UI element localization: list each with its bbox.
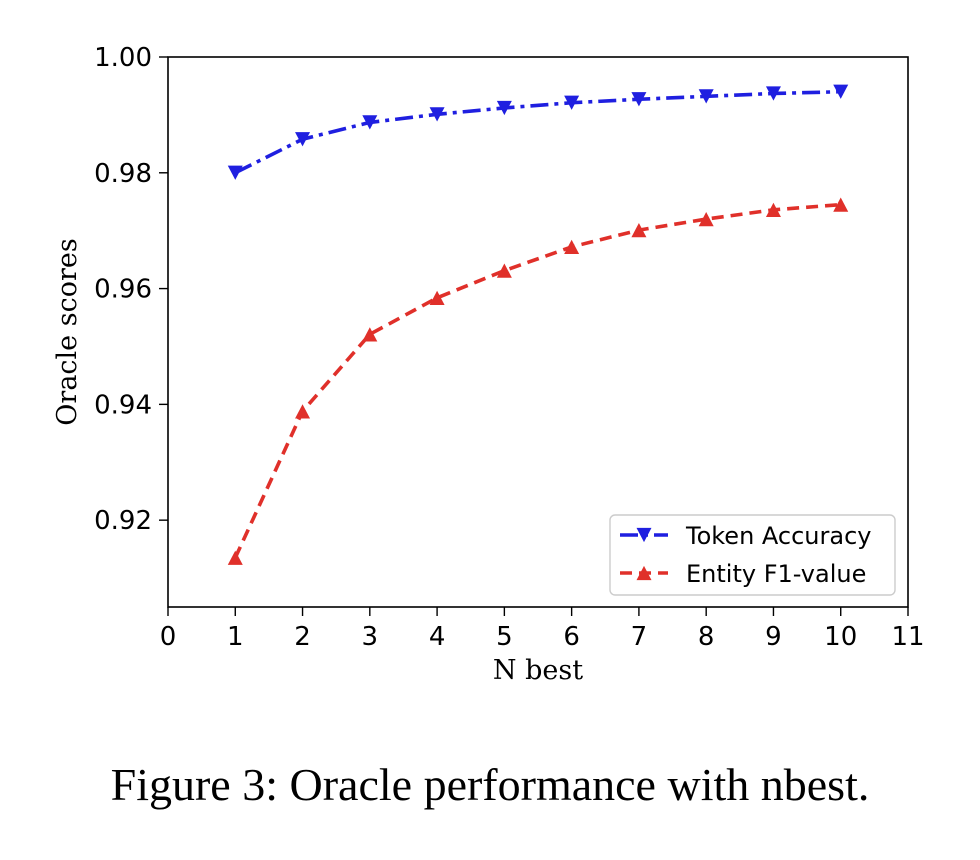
y-tick-label: 0.94: [94, 390, 152, 420]
y-axis: 0.92 0.94 0.96 0.98 1.00: [94, 43, 168, 536]
x-tick-label: 4: [429, 622, 446, 652]
x-tick-label: 1: [227, 622, 244, 652]
legend-label: Entity F1-value: [686, 560, 866, 588]
data-point: [429, 290, 445, 305]
data-point: [429, 107, 445, 122]
series-token-accuracy: [227, 84, 849, 180]
y-tick-label: 1.00: [94, 43, 152, 73]
y-tick-label: 0.92: [94, 506, 152, 536]
data-point: [362, 115, 378, 130]
data-point: [833, 84, 849, 99]
series-line: [234, 89, 841, 175]
legend-box: [609, 514, 896, 596]
series-line: [233, 202, 841, 559]
y-tick-label: 0.98: [94, 159, 152, 189]
data-point: [698, 211, 714, 227]
data-point: [564, 95, 580, 110]
data-point: [295, 132, 311, 147]
data-point: [631, 222, 647, 238]
x-tick-label: 3: [362, 622, 379, 652]
legend-marker: [636, 565, 652, 581]
figure-caption: Figure 3: Oracle performance with nbest.: [110, 759, 870, 810]
data-point: [227, 550, 243, 565]
data-point: [698, 89, 714, 104]
x-tick-label: 9: [765, 622, 782, 652]
data-point: [295, 404, 311, 419]
axes: 0 1 2 3 4 5 6 7 8 9 10 11 0.92 0.94 0.96 0.98 1.00 N best…: [52, 43, 925, 686]
data-point: [227, 165, 243, 180]
data-point: [765, 86, 781, 101]
x-axis-label: N best: [493, 655, 583, 686]
data-point: [362, 327, 378, 342]
legend-entry: Entity F1-value: [620, 560, 866, 588]
data-point: [765, 202, 781, 217]
x-tick-label: 7: [631, 622, 648, 652]
y-axis-label: Oracle scores: [52, 238, 83, 425]
legend-marker: [636, 527, 652, 543]
legend-entry: Token Accuracy: [620, 522, 871, 550]
legend-label: Token Accuracy: [685, 522, 871, 550]
data-point: [631, 92, 647, 107]
x-tick-label: 8: [698, 622, 715, 652]
series-entity-f1: [227, 197, 849, 565]
data-point: [496, 263, 512, 278]
x-tick-label: 6: [563, 622, 580, 652]
y-tick-label: 0.96: [94, 275, 152, 305]
legend: Token Accuracy Entity F1-value: [609, 514, 896, 596]
plot-frame: [167, 56, 909, 608]
data-point: [496, 100, 512, 116]
x-tick-label: 2: [294, 622, 311, 652]
x-tick-label: 5: [496, 622, 513, 652]
x-tick-label: 10: [824, 622, 857, 652]
data-point: [833, 197, 849, 212]
data-point: [564, 239, 580, 255]
x-tick-label: 11: [891, 622, 924, 652]
x-tick-label: 0: [160, 622, 177, 652]
plot-area: [227, 84, 849, 565]
x-axis: 0 1 2 3 4 5 6 7 8 9 10 11: [160, 607, 925, 652]
